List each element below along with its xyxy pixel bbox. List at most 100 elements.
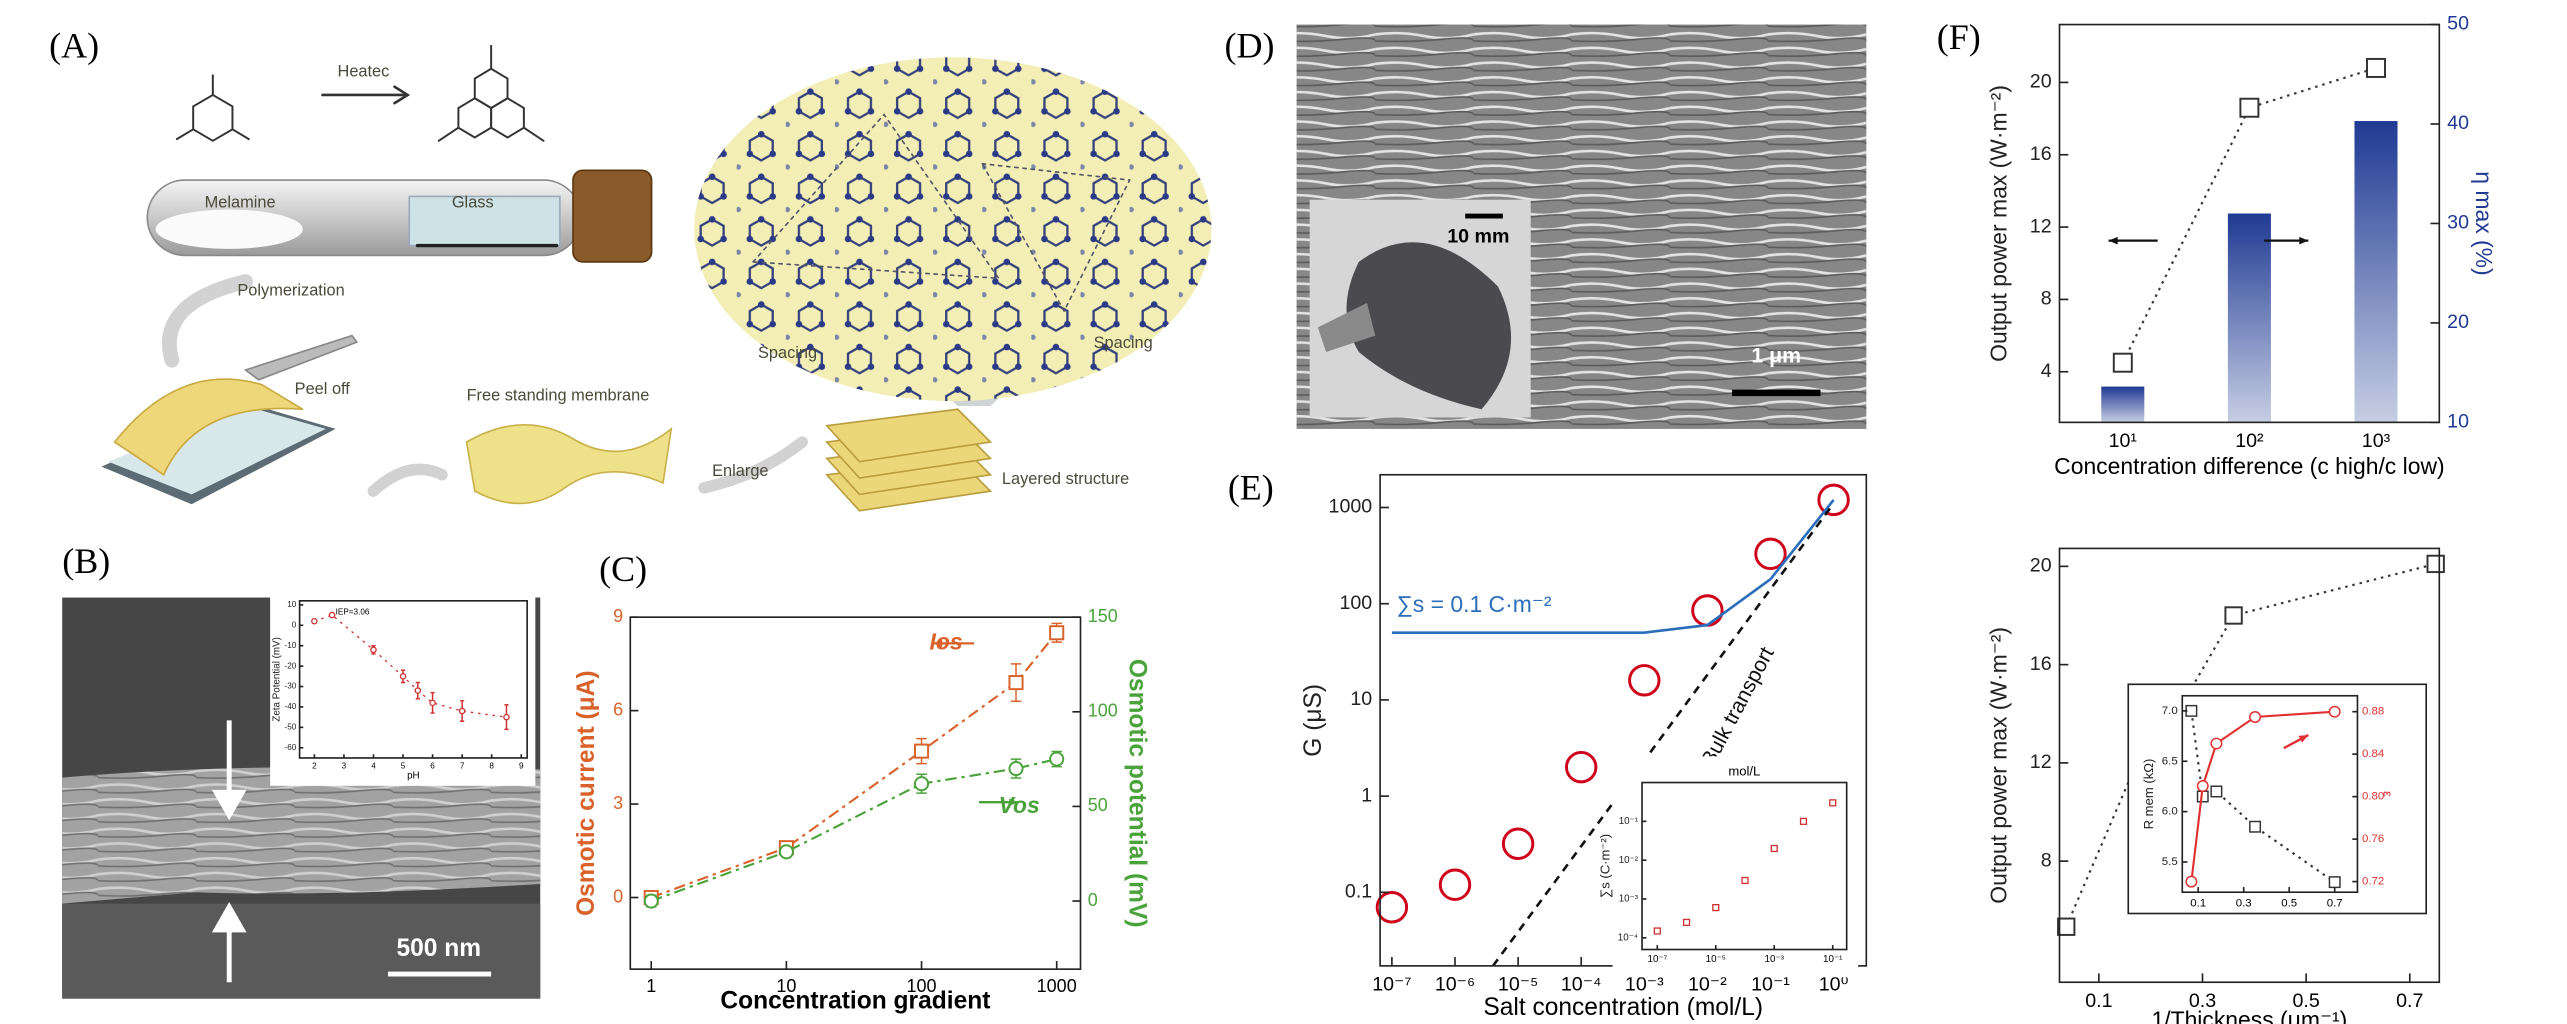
shape-g <box>211 720 492 983</box>
marker <box>1501 827 1535 860</box>
x-tick-label: 6 <box>430 761 435 770</box>
shape-line <box>437 126 460 142</box>
shape-text: (F) <box>1937 17 1981 57</box>
marker <box>2328 705 2341 718</box>
bar <box>2354 121 2398 423</box>
marker <box>643 893 659 909</box>
shape-text: Glass <box>452 193 494 211</box>
x-tick-label: 0.7 <box>2396 990 2423 1012</box>
marker <box>1799 817 1808 825</box>
y-axis-label: ∑s (C·m⁻²) <box>1597 834 1612 898</box>
arrow-head <box>2298 735 2309 743</box>
shape-rect <box>408 195 561 247</box>
shape-text: Polymerization <box>237 282 344 300</box>
x-tick-label: 10⁻⁶ <box>1435 974 1475 996</box>
plot-frame <box>298 599 528 759</box>
y2-tick-label: 0.72 <box>2362 876 2384 888</box>
marker <box>429 699 436 707</box>
y-tick-label: 6.5 <box>2162 755 2178 767</box>
x-tick-label: 7 <box>460 761 465 770</box>
y-tick-label: 12 <box>2030 215 2052 237</box>
annotation: IEP=3.06 <box>336 607 370 616</box>
marker <box>458 707 466 715</box>
y2-tick-label: 0 <box>1088 890 1098 910</box>
shape-text: (D) <box>1225 25 1275 65</box>
plot-frame <box>2181 694 2359 894</box>
shape-text: 1 μm <box>1751 344 1801 368</box>
shape-text: (E) <box>1228 467 1274 507</box>
marker <box>914 776 930 792</box>
shape-text: Spacing <box>758 344 817 362</box>
y2-axis-label: η max (%) <box>2471 171 2497 275</box>
marker <box>370 646 377 654</box>
shape-text: 500 nm <box>396 935 481 962</box>
y-tick-label: 10⁻² <box>1619 855 1639 866</box>
y2-tick-label: 20 <box>2447 311 2469 333</box>
y-tick-label: 0 <box>613 886 623 906</box>
y-tick-label: 10⁻⁴ <box>1618 932 1638 943</box>
x-tick-label: 10⁻³ <box>1625 974 1664 996</box>
marker <box>2185 875 2198 888</box>
shape-text: Spacing <box>1094 334 1153 352</box>
y2-tick-label: 40 <box>2447 112 2469 134</box>
marker <box>1438 868 1472 901</box>
x-tick-label: 2 <box>312 761 317 770</box>
shape-path <box>1346 242 1512 410</box>
x-axis-label: Concentration gradient <box>720 987 990 1014</box>
series-line <box>1391 499 1835 634</box>
x-tick-label: 10³ <box>2362 430 2391 452</box>
y-tick-label: -20 <box>285 661 297 670</box>
shape-text: 10 mm <box>1447 226 1509 248</box>
x-tick-label: 10 <box>776 976 796 996</box>
series-line <box>650 758 1057 903</box>
marker <box>1049 751 1065 767</box>
panel-d-image: 10 mm 1 μm <box>1296 24 1867 429</box>
shape-rect <box>572 169 653 263</box>
x-tick-label: 10⁻⁷ <box>1647 954 1667 965</box>
shape-polygon <box>192 93 234 142</box>
y2-tick-label: 10 <box>2447 411 2469 433</box>
y-tick-label: 12 <box>2030 751 2052 773</box>
y-axis-label: R mem (kΩ) <box>2141 759 2156 830</box>
x-tick-label: 0.3 <box>2236 898 2252 910</box>
shape-text: (B) <box>62 541 110 581</box>
marker <box>1691 594 1724 627</box>
marker <box>1653 927 1661 935</box>
series-line <box>650 632 1058 899</box>
y-tick-label: 5.5 <box>2162 856 2178 868</box>
bar <box>2227 213 2271 423</box>
shape-text: Peel off <box>295 380 351 398</box>
marker <box>2224 606 2243 625</box>
marker <box>914 743 930 759</box>
y-tick-label: -30 <box>285 682 297 691</box>
plot-frame <box>2058 547 2441 984</box>
y-tick-label: 20 <box>2030 555 2052 577</box>
marker <box>328 611 336 619</box>
shape-path <box>465 423 673 505</box>
marker <box>1628 664 1661 697</box>
x-tick-label: 10⁻³ <box>1765 954 1785 965</box>
marker <box>1770 844 1778 853</box>
arrow-head <box>2299 236 2309 245</box>
y2-tick-label: 150 <box>1088 606 1118 626</box>
marker <box>503 713 510 721</box>
marker <box>1712 904 1720 912</box>
shape-path <box>243 334 359 381</box>
x-tick-label: 10⁻⁵ <box>1498 974 1538 996</box>
shape-path <box>1317 302 1376 352</box>
shape-text: (A) <box>49 25 99 65</box>
x-tick-label: 9 <box>519 761 524 770</box>
y2-tick-label: 0.88 <box>2362 706 2384 718</box>
x-tick-label: 10¹ <box>2109 430 2138 452</box>
shape-line <box>522 126 545 142</box>
y-tick-label: 16 <box>2030 143 2052 165</box>
shape-line <box>231 128 250 141</box>
x-tick-label: 10⁻¹ <box>1823 954 1843 965</box>
x-tick-label: 100 <box>907 976 937 996</box>
marker <box>1754 537 1787 571</box>
y2-tick-label: 0.76 <box>2362 833 2384 845</box>
inset-background <box>2127 683 2428 915</box>
y-tick-label: 16 <box>2030 653 2052 675</box>
plot-frame <box>629 616 1082 970</box>
y-tick-label: 6 <box>613 699 623 719</box>
